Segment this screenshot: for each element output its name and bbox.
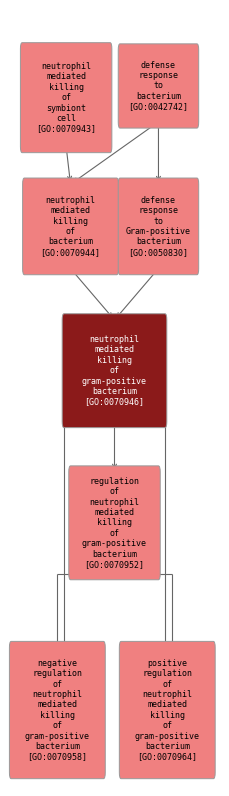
FancyBboxPatch shape: [23, 178, 118, 275]
Text: neutrophil
mediated
killing
of
symbiont
cell
[GO:0070943]: neutrophil mediated killing of symbiont …: [36, 62, 96, 134]
FancyBboxPatch shape: [118, 44, 199, 128]
FancyBboxPatch shape: [9, 642, 105, 778]
FancyBboxPatch shape: [119, 642, 215, 778]
FancyBboxPatch shape: [69, 466, 160, 579]
Text: regulation
of
neutrophil
mediated
killing
of
gram-positive
bacterium
[GO:0070952: regulation of neutrophil mediated killin…: [82, 477, 147, 569]
Text: defense
response
to
Gram-positive
bacterium
[GO:0050830]: defense response to Gram-positive bacter…: [126, 196, 191, 257]
Text: neutrophil
mediated
killing
of
gram-positive
bacterium
[GO:0070946]: neutrophil mediated killing of gram-posi…: [82, 335, 147, 407]
FancyBboxPatch shape: [62, 314, 167, 427]
FancyBboxPatch shape: [20, 43, 112, 153]
Text: neutrophil
mediated
killing
of
bacterium
[GO:0070944]: neutrophil mediated killing of bacterium…: [41, 196, 101, 257]
Text: negative
regulation
of
neutrophil
mediated
killing
of
gram-positive
bacterium
[G: negative regulation of neutrophil mediat…: [25, 659, 90, 761]
Text: positive
regulation
of
neutrophil
mediated
killing
of
gram-positive
bacterium
[G: positive regulation of neutrophil mediat…: [135, 659, 200, 761]
FancyBboxPatch shape: [118, 178, 199, 275]
Text: defense
response
to
bacterium
[GO:0042742]: defense response to bacterium [GO:004274…: [128, 60, 188, 111]
